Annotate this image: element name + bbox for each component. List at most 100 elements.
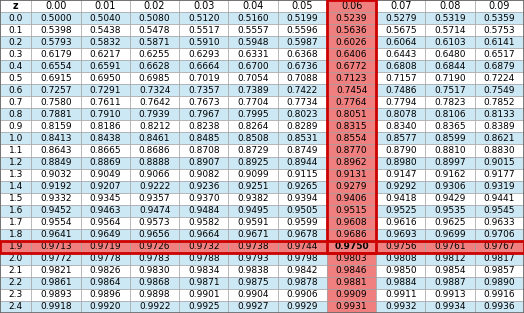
FancyBboxPatch shape <box>278 241 327 253</box>
FancyBboxPatch shape <box>475 192 524 205</box>
FancyBboxPatch shape <box>31 108 81 121</box>
Text: 0.8133: 0.8133 <box>484 110 515 119</box>
FancyBboxPatch shape <box>228 121 278 132</box>
Text: 0.9279: 0.9279 <box>336 182 367 191</box>
Text: 0.6331: 0.6331 <box>237 50 269 59</box>
FancyBboxPatch shape <box>31 72 81 84</box>
FancyBboxPatch shape <box>81 265 130 277</box>
FancyBboxPatch shape <box>475 156 524 168</box>
Text: 0.8051: 0.8051 <box>336 110 367 119</box>
FancyBboxPatch shape <box>81 301 130 313</box>
FancyBboxPatch shape <box>425 36 475 48</box>
FancyBboxPatch shape <box>228 84 278 96</box>
Text: 0.8078: 0.8078 <box>385 110 417 119</box>
Text: 0.9881: 0.9881 <box>336 278 367 287</box>
Text: 0.9738: 0.9738 <box>237 242 269 251</box>
Text: 0.8749: 0.8749 <box>287 146 318 155</box>
FancyBboxPatch shape <box>376 229 425 241</box>
Text: 0.8: 0.8 <box>8 110 23 119</box>
FancyBboxPatch shape <box>81 108 130 121</box>
FancyBboxPatch shape <box>31 156 81 168</box>
FancyBboxPatch shape <box>179 192 228 205</box>
FancyBboxPatch shape <box>130 253 179 265</box>
Text: 0.9846: 0.9846 <box>336 266 367 275</box>
FancyBboxPatch shape <box>278 181 327 192</box>
Text: 0.9418: 0.9418 <box>385 194 417 203</box>
FancyBboxPatch shape <box>425 84 475 96</box>
Text: 0.6: 0.6 <box>8 86 23 95</box>
FancyBboxPatch shape <box>278 36 327 48</box>
FancyBboxPatch shape <box>278 253 327 265</box>
Text: 0.8944: 0.8944 <box>287 158 318 167</box>
FancyBboxPatch shape <box>81 253 130 265</box>
Text: 0.9788: 0.9788 <box>188 254 220 263</box>
FancyBboxPatch shape <box>228 253 278 265</box>
FancyBboxPatch shape <box>31 265 81 277</box>
FancyBboxPatch shape <box>81 12 130 24</box>
FancyBboxPatch shape <box>327 24 376 36</box>
FancyBboxPatch shape <box>376 205 425 217</box>
FancyBboxPatch shape <box>81 48 130 60</box>
Text: 0.6915: 0.6915 <box>40 74 72 83</box>
Text: 1.5: 1.5 <box>8 194 23 203</box>
Text: 0.9686: 0.9686 <box>336 230 367 239</box>
FancyBboxPatch shape <box>0 24 31 36</box>
FancyBboxPatch shape <box>130 301 179 313</box>
FancyBboxPatch shape <box>376 301 425 313</box>
Text: 2.0: 2.0 <box>8 254 23 263</box>
FancyBboxPatch shape <box>130 0 179 12</box>
Text: 0.9664: 0.9664 <box>188 230 220 239</box>
FancyBboxPatch shape <box>327 289 376 301</box>
FancyBboxPatch shape <box>278 96 327 108</box>
Text: 0.9474: 0.9474 <box>139 206 170 215</box>
FancyBboxPatch shape <box>81 241 130 253</box>
FancyBboxPatch shape <box>31 36 81 48</box>
FancyBboxPatch shape <box>31 24 81 36</box>
FancyBboxPatch shape <box>130 24 179 36</box>
FancyBboxPatch shape <box>425 12 475 24</box>
Text: 0.8238: 0.8238 <box>188 122 220 131</box>
Text: 0.7881: 0.7881 <box>40 110 72 119</box>
FancyBboxPatch shape <box>0 277 31 289</box>
Text: 0.5080: 0.5080 <box>139 13 170 23</box>
FancyBboxPatch shape <box>278 24 327 36</box>
FancyBboxPatch shape <box>376 156 425 168</box>
FancyBboxPatch shape <box>130 60 179 72</box>
FancyBboxPatch shape <box>81 60 130 72</box>
Text: 0.05: 0.05 <box>291 1 313 11</box>
FancyBboxPatch shape <box>0 145 31 156</box>
FancyBboxPatch shape <box>425 229 475 241</box>
Text: 1.2: 1.2 <box>8 158 23 167</box>
FancyBboxPatch shape <box>278 48 327 60</box>
FancyBboxPatch shape <box>278 277 327 289</box>
Text: 0.9115: 0.9115 <box>287 170 318 179</box>
FancyBboxPatch shape <box>0 241 31 253</box>
FancyBboxPatch shape <box>31 84 81 96</box>
Text: 0.9854: 0.9854 <box>434 266 466 275</box>
FancyBboxPatch shape <box>278 205 327 217</box>
FancyBboxPatch shape <box>228 145 278 156</box>
Text: 0.8365: 0.8365 <box>434 122 466 131</box>
FancyBboxPatch shape <box>0 60 31 72</box>
Text: 0.7422: 0.7422 <box>287 86 318 95</box>
FancyBboxPatch shape <box>376 253 425 265</box>
FancyBboxPatch shape <box>81 145 130 156</box>
Text: 0.9192: 0.9192 <box>40 182 72 191</box>
FancyBboxPatch shape <box>179 229 228 241</box>
FancyBboxPatch shape <box>228 217 278 229</box>
FancyBboxPatch shape <box>425 132 475 145</box>
Text: 0.7823: 0.7823 <box>434 98 466 107</box>
FancyBboxPatch shape <box>0 229 31 241</box>
Text: 0.9032: 0.9032 <box>40 170 72 179</box>
Text: 0.7224: 0.7224 <box>484 74 515 83</box>
Text: 0.9798: 0.9798 <box>287 254 318 263</box>
Text: 0.9649: 0.9649 <box>90 230 121 239</box>
Text: 0.5319: 0.5319 <box>434 13 466 23</box>
Text: 0.9545: 0.9545 <box>484 206 515 215</box>
FancyBboxPatch shape <box>327 48 376 60</box>
Text: 0.9370: 0.9370 <box>188 194 220 203</box>
FancyBboxPatch shape <box>278 265 327 277</box>
Text: 0.9394: 0.9394 <box>287 194 318 203</box>
Text: 0.9049: 0.9049 <box>90 170 121 179</box>
FancyBboxPatch shape <box>130 289 179 301</box>
